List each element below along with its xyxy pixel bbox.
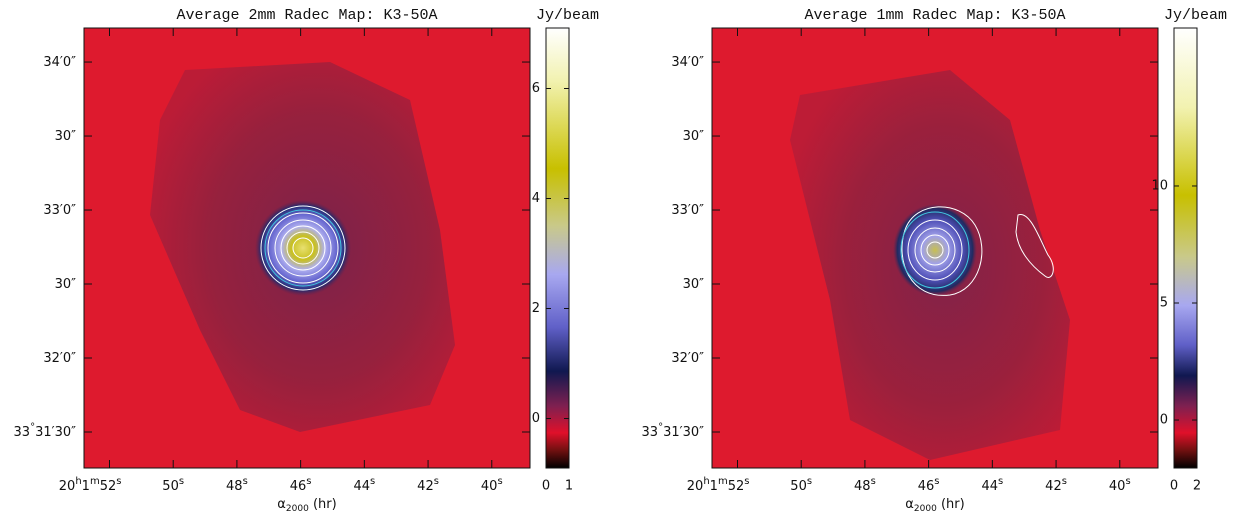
colorbar-x-tick-label: 0 (1170, 479, 1178, 494)
colorbar-x-tick-label: 2 (1193, 479, 1201, 494)
x-tick-label: 40s (481, 476, 503, 494)
x-tick-label: 44s (981, 476, 1003, 494)
map-panel: Average 2mm Radec Map: K3-50A 20h1m52s 50s… (14, 7, 600, 514)
x-tick-label: 46s (918, 476, 940, 494)
chart-title: Average 2mm Radec Map: K3-50A (176, 7, 437, 24)
colorbar-label: Jy/beam (1164, 7, 1227, 24)
y-tick-label: 33′0″ (671, 203, 704, 218)
y-tick-label: 32′0″ (43, 351, 76, 366)
y-tick-label: 30″ (55, 129, 77, 144)
x-tick-label: 50s (162, 476, 184, 494)
colorbar-label: Jy/beam (536, 7, 599, 24)
colorbar-tick-label: 0 (1160, 413, 1168, 428)
colorbar-x-tick-label: 1 (565, 479, 573, 494)
y-tick-label: 34′0″ (43, 55, 76, 70)
x-tick-label: 40s (1109, 476, 1131, 494)
x-tick-label: 42s (417, 476, 439, 494)
colorbar-tick-label: 10 (1151, 178, 1168, 193)
colorbar-tick-label: 6 (532, 81, 540, 96)
y-tick-label: 32′0″ (671, 351, 704, 366)
x-tick-label: 46s (290, 476, 312, 494)
colorbar-tick-label: 4 (532, 191, 540, 206)
y-tick-label: 33′0″ (43, 203, 76, 218)
y-tick-label: 33°31′30″ (642, 422, 705, 440)
y-tick-label: 30″ (683, 277, 705, 292)
map-panel: Average 1mm Radec Map: K3-50A 20h1m52s 50s… (642, 7, 1228, 514)
chart-title: Average 1mm Radec Map: K3-50A (804, 7, 1065, 24)
colorbar-tick-label: 0 (532, 411, 540, 426)
x-tick-label: 42s (1045, 476, 1067, 494)
x-tick-label: 50s (790, 476, 812, 494)
x-tick-label: 48s (854, 476, 876, 494)
x-tick-label: 20h1m52s (687, 476, 750, 494)
colorbar (545, 27, 570, 469)
map-image (84, 28, 530, 468)
y-tick-label: 30″ (683, 129, 705, 144)
colorbar-tick-label: 5 (1160, 296, 1168, 311)
x-axis-label: α2000 (hr) (277, 497, 336, 514)
colorbar (1173, 27, 1198, 469)
map-image (712, 28, 1158, 468)
y-tick-label: 30″ (55, 277, 77, 292)
x-axis-label: α2000 (hr) (905, 497, 964, 514)
colorbar-tick-label: 2 (532, 301, 540, 316)
y-tick-label: 33°31′30″ (14, 422, 77, 440)
x-tick-label: 20h1m52s (59, 476, 122, 494)
plot-frame (83, 27, 531, 469)
plot-frame (711, 27, 1159, 469)
x-tick-label: 48s (226, 476, 248, 494)
x-tick-label: 44s (353, 476, 375, 494)
colorbar-x-tick-label: 0 (542, 479, 550, 494)
y-tick-label: 34′0″ (671, 55, 704, 70)
